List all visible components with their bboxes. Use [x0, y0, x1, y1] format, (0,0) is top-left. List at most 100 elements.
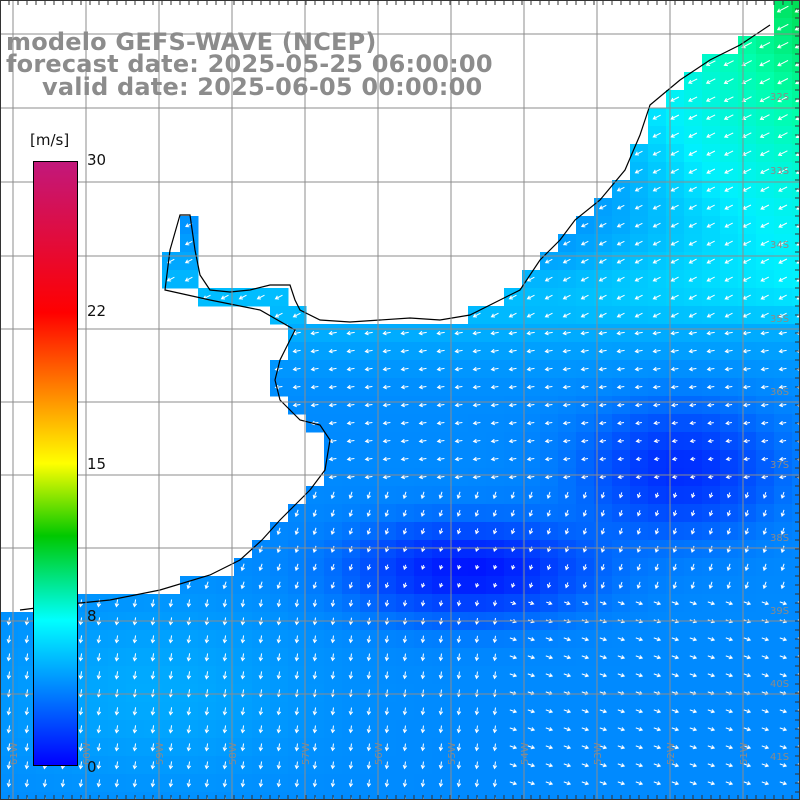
- wind-arrow: [6, 707, 12, 716]
- wind-arrow: [617, 745, 626, 750]
- wind-arrow: [723, 132, 734, 138]
- wind-arrow: [364, 330, 373, 336]
- wind-arrow: [184, 258, 193, 264]
- wind-arrow: [438, 528, 444, 535]
- wind-arrow: [580, 312, 589, 318]
- wind-vector-arrows: [6, 5, 800, 800]
- wind-arrow: [563, 781, 572, 786]
- wind-arrow: [6, 635, 12, 644]
- wind-arrow: [168, 761, 174, 770]
- wind-arrow: [96, 761, 102, 770]
- wind-arrow: [546, 491, 551, 500]
- wind-arrow: [454, 420, 463, 426]
- wind-arrow: [617, 474, 624, 480]
- wind-arrow: [274, 294, 283, 300]
- wind-arrow: [475, 565, 480, 570]
- wind-arrow: [276, 761, 282, 770]
- wind-arrow: [400, 456, 409, 462]
- wind-arrow: [544, 456, 553, 462]
- wind-arrow: [760, 330, 769, 336]
- wind-arrow: [509, 745, 518, 750]
- wind-arrow: [421, 582, 426, 589]
- wind-arrow: [114, 653, 120, 662]
- wind-arrow: [652, 402, 661, 408]
- wind-arrow: [366, 582, 372, 589]
- wind-arrow: [724, 294, 733, 300]
- wind-arrow: [759, 114, 770, 120]
- wind-arrow: [529, 582, 534, 589]
- wind-arrow: [617, 456, 624, 462]
- colorbar-tick-15: 15: [87, 455, 107, 473]
- wind-arrow: [797, 637, 800, 640]
- longitude-label: 53W: [593, 742, 604, 765]
- wind-arrow: [563, 763, 572, 768]
- wind-arrow: [635, 673, 644, 678]
- wind-arrow: [456, 707, 462, 716]
- wind-arrow: [366, 743, 372, 752]
- wind-arrow: [652, 330, 661, 336]
- wind-arrow: [778, 186, 788, 192]
- wind-arrow: [474, 779, 480, 788]
- wind-arrow: [742, 402, 751, 408]
- wind-arrow: [509, 637, 518, 642]
- wind-arrow: [258, 599, 264, 608]
- wind-arrow: [599, 637, 608, 642]
- wind-arrow: [672, 563, 677, 572]
- wind-arrow: [580, 222, 589, 228]
- wind-arrow: [778, 438, 787, 444]
- wind-arrow: [635, 456, 642, 462]
- wind-arrow: [420, 509, 426, 517]
- wind-arrow: [222, 707, 228, 716]
- wind-arrow: [725, 709, 734, 714]
- wind-arrow: [258, 671, 264, 680]
- wind-arrow: [706, 222, 715, 228]
- wind-arrow: [617, 438, 624, 444]
- wind-arrow: [400, 402, 409, 408]
- wind-arrow: [581, 763, 590, 768]
- wind-arrow: [403, 564, 408, 571]
- wind-arrow: [526, 294, 535, 300]
- wind-arrow: [150, 689, 156, 698]
- wind-arrow: [706, 294, 715, 300]
- wind-arrow: [671, 763, 680, 768]
- wind-arrow: [581, 600, 589, 606]
- wind-arrow: [222, 653, 228, 662]
- wind-arrow: [328, 456, 337, 462]
- wind-arrow: [760, 276, 770, 282]
- wind-arrow: [780, 491, 786, 499]
- wind-arrow: [723, 96, 734, 102]
- wind-arrow: [706, 312, 715, 318]
- wind-arrow: [328, 348, 337, 354]
- wind-arrow: [330, 581, 336, 589]
- wind-arrow: [616, 348, 625, 354]
- wind-arrow: [653, 474, 660, 480]
- wind-arrow: [490, 402, 499, 408]
- wind-arrow: [778, 456, 787, 462]
- wind-arrow: [634, 258, 643, 264]
- wind-arrow: [490, 312, 499, 318]
- wind-arrow: [652, 258, 661, 264]
- wind-arrow: [564, 564, 570, 571]
- wind-arrow: [708, 545, 713, 554]
- wind-arrow: [672, 581, 677, 590]
- wind-arrow: [670, 348, 679, 354]
- wind-arrow: [652, 222, 661, 228]
- wind-arrow: [132, 599, 138, 608]
- wind-arrow: [652, 132, 661, 138]
- wind-arrow: [364, 366, 373, 372]
- wind-arrow: [670, 258, 679, 264]
- wind-arrow: [114, 707, 120, 716]
- wind-arrow: [78, 635, 84, 644]
- wind-arrow: [564, 582, 570, 589]
- wind-arrow: [114, 761, 120, 770]
- wind-arrow: [689, 456, 696, 462]
- wind-arrow: [42, 779, 48, 788]
- wind-arrow: [636, 492, 642, 499]
- wind-arrow: [776, 5, 789, 13]
- wind-arrow: [742, 384, 751, 390]
- wind-arrow: [508, 384, 517, 390]
- wind-arrow: [402, 600, 408, 607]
- wind-arrow: [634, 312, 643, 318]
- wind-arrow: [582, 491, 588, 499]
